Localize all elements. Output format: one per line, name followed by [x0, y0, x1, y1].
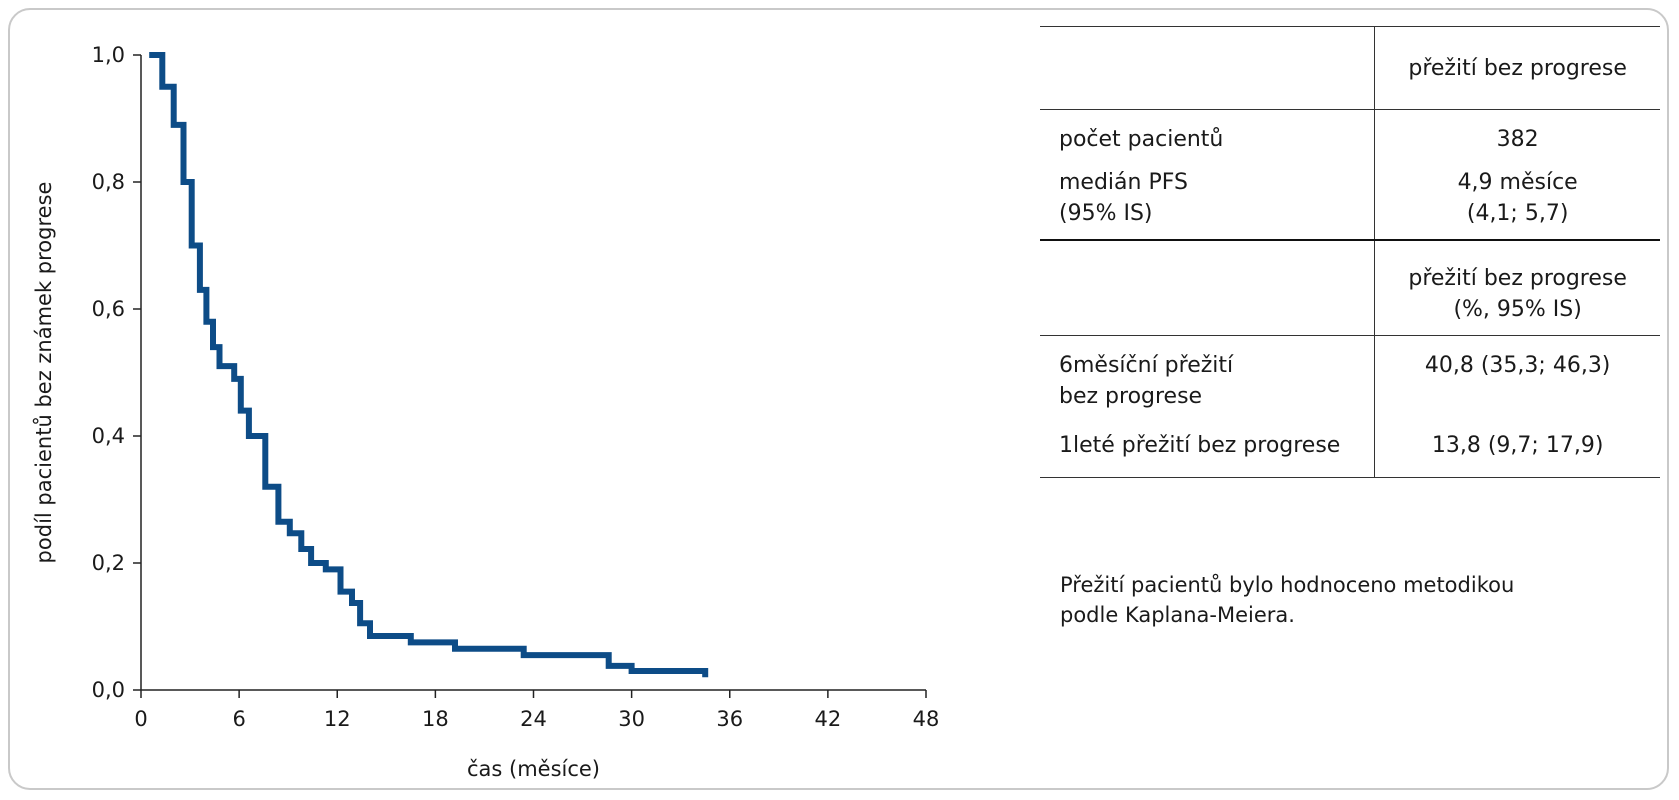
header-pfs-cell: přežití bez progrese	[1374, 26, 1660, 110]
table-subheader-row: přežití bez progrese (%, 95% IS)	[1040, 239, 1660, 336]
header-pfs-label: přežití bez progrese	[1408, 55, 1627, 81]
row-label: bez progrese	[1059, 384, 1203, 409]
row-value-cell: 382	[1374, 109, 1660, 155]
table-row-patients: počet pacientů 382	[1040, 109, 1660, 155]
y-tick-label: 1,0	[92, 43, 125, 67]
subheader-label: (%, 95% IS)	[1453, 297, 1582, 322]
row-value: 40,8 (35,3; 46,3)	[1424, 353, 1611, 378]
row-label-cell: medián PFS (95% IS)	[1040, 155, 1375, 240]
table-header-row: přežití bez progrese	[1040, 26, 1660, 110]
km-survival-chart: 0 6 12 18 24 30 36 42 48 0,0 0,2 0,4 0,6 0,8 1,0 čas (…	[32, 43, 940, 781]
row-value: 13,8 (9,7; 17,9)	[1431, 433, 1604, 458]
row-label-cell: počet pacientů	[1040, 109, 1375, 155]
x-tick-label: 6	[232, 707, 245, 731]
y-tick-label: 0,0	[92, 678, 125, 702]
row-label: medián PFS	[1059, 170, 1188, 195]
x-tick-label: 48	[913, 707, 940, 731]
method-note: Přežití pacientů bylo hodnoceno metodiko…	[1060, 570, 1620, 630]
row-label: (95% IS)	[1059, 201, 1153, 226]
x-tick-label: 30	[618, 707, 645, 731]
results-table-container: přežití bez progrese počet pacientů 382 …	[1040, 26, 1660, 478]
x-tick-label: 42	[815, 707, 842, 731]
y-axis-label: podíl pacientů bez známek progrese	[32, 182, 56, 564]
row-value-cell: 40,8 (35,3; 46,3)	[1374, 335, 1660, 426]
y-tick-label: 0,2	[92, 551, 125, 575]
subheader-label: přežití bez progrese	[1408, 266, 1627, 291]
row-value-cell: 4,9 měsíce (4,1; 5,7)	[1374, 155, 1660, 240]
chart-axes	[140, 55, 926, 691]
row-value-cell: 13,8 (9,7; 17,9)	[1374, 426, 1660, 478]
subheader-pfs-cell: přežití bez progrese (%, 95% IS)	[1374, 239, 1660, 336]
header-empty-cell	[1040, 26, 1375, 110]
x-tick-label: 18	[422, 707, 449, 731]
row-label: 1leté přežití bez progrese	[1059, 433, 1341, 458]
row-value: 382	[1496, 127, 1539, 152]
table-row-1year: 1leté přežití bez progrese 13,8 (9,7; 17…	[1040, 426, 1660, 478]
row-label: počet pacientů	[1059, 127, 1224, 152]
table-row-6month: 6měsíční přežití bez progrese 40,8 (35,3…	[1040, 335, 1660, 426]
row-label-cell: 6měsíční přežití bez progrese	[1040, 335, 1375, 426]
y-tick-label: 0,8	[92, 170, 125, 194]
chart-ticks: 0 6 12 18 24 30 36 42 48 0,0 0,2 0,4 0,6 0,8 1,0	[92, 43, 940, 731]
note-line: podle Kaplana-Meiera.	[1060, 603, 1295, 627]
x-tick-label: 12	[324, 707, 351, 731]
x-axis-label: čas (měsíce)	[467, 757, 600, 781]
y-tick-label: 0,6	[92, 297, 125, 321]
survival-step-line	[149, 52, 709, 678]
row-value: 4,9 měsíce	[1457, 170, 1578, 195]
results-table: přežití bez progrese počet pacientů 382 …	[1040, 26, 1660, 478]
subheader-empty-cell	[1040, 239, 1375, 336]
table-row-median: medián PFS (95% IS) 4,9 měsíce (4,1; 5,7…	[1040, 155, 1660, 240]
row-value: (4,1; 5,7)	[1466, 201, 1569, 226]
row-label-cell: 1leté přežití bez progrese	[1040, 426, 1375, 478]
x-tick-label: 36	[716, 707, 743, 731]
x-tick-label: 24	[520, 707, 547, 731]
note-line: Přežití pacientů bylo hodnoceno metodiko…	[1060, 573, 1515, 597]
row-label: 6měsíční přežití	[1059, 353, 1234, 378]
y-tick-label: 0,4	[92, 424, 125, 448]
x-tick-label: 0	[134, 707, 147, 731]
